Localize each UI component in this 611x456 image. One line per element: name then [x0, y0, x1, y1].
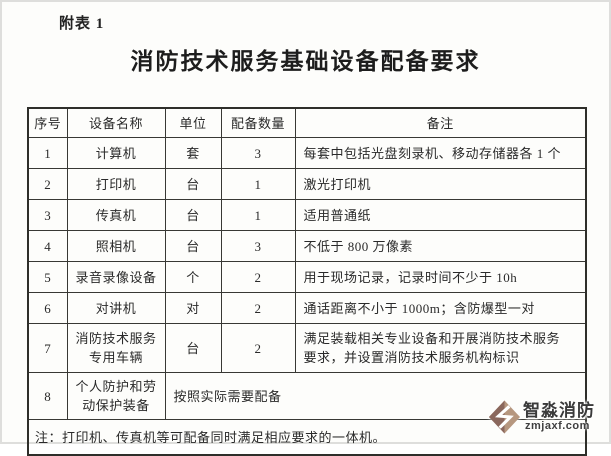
cell-name: 计算机	[66, 137, 166, 169]
cell-no: 6	[27, 292, 68, 324]
cell-unit: 对	[164, 292, 222, 324]
watermark-logo: 智淼消防 zmjaxf.com	[488, 399, 595, 435]
diamond-z-logo-icon	[488, 400, 521, 434]
column-header-qty: 配备数量	[220, 107, 296, 138]
cell-name: 对讲机	[66, 292, 166, 324]
table-row: 4 照相机 台 3 不低于 800 万像素	[27, 230, 587, 262]
scanned-document-page: 附表 1 消防技术服务基础设备配备要求 序号 设备名称 单位 配备数量 备注 1…	[27, 16, 595, 456]
cell-unit: 台	[164, 168, 222, 200]
cell-unit: 个	[164, 261, 222, 293]
table-row: 2 打印机 台 1 激光打印机	[27, 168, 587, 200]
cell-no: 3	[27, 199, 68, 231]
cell-name: 照相机	[66, 230, 166, 262]
table-row: 8 个人防护和劳动保护装备 按照实际需要配备	[27, 372, 587, 420]
equipment-table: 序号 设备名称 单位 配备数量 备注 1 计算机 套 3 每套中包括光盘刻录机、…	[27, 107, 587, 456]
column-header-remark: 备注	[294, 107, 587, 138]
cell-name: 个人防护和劳动保护装备	[66, 372, 166, 420]
cell-remark: 适用普通纸	[294, 199, 587, 231]
cell-remark: 激光打印机	[294, 168, 587, 200]
cell-remark: 不低于 800 万像素	[294, 230, 587, 262]
cell-remark: 满足装载相关专业设备和开展消防技术服务要求，并设置消防技术服务机构标识	[294, 323, 587, 373]
column-header-unit: 单位	[164, 107, 222, 138]
cell-remark: 用于现场记录，记录时间不少于 10h	[294, 261, 587, 293]
cell-qty: 1	[220, 168, 296, 200]
page-title: 消防技术服务基础设备配备要求	[130, 49, 481, 74]
cell-qty: 2	[220, 292, 296, 324]
cell-unit: 台	[164, 230, 222, 262]
watermark-text: 智淼消防 zmjaxf.com	[523, 402, 595, 432]
annex-label: 附表 1	[59, 16, 105, 32]
cell-name: 打印机	[66, 168, 166, 200]
cell-qty: 3	[220, 230, 296, 262]
table-header-row: 序号 设备名称 单位 配备数量 备注	[27, 107, 587, 138]
cell-no: 5	[27, 261, 68, 293]
column-header-name: 设备名称	[66, 107, 166, 138]
cell-name: 传真机	[66, 199, 166, 231]
cell-qty: 2	[220, 323, 296, 373]
table-row: 3 传真机 台 1 适用普通纸	[27, 199, 587, 231]
cell-name: 录音录像设备	[66, 261, 166, 293]
cell-remark: 每套中包括光盘刻录机、移动存储器各 1 个	[294, 137, 587, 169]
cell-merged-remark: 按照实际需要配备	[164, 372, 587, 420]
cell-remark: 通话距离不小于 1000m；含防爆型一对	[294, 292, 587, 324]
cell-unit: 套	[164, 137, 222, 169]
table-row: 5 录音录像设备 个 2 用于现场记录，记录时间不少于 10h	[27, 261, 587, 293]
cell-unit: 台	[164, 323, 222, 373]
cell-qty: 1	[220, 199, 296, 231]
cell-qty: 2	[220, 261, 296, 293]
table-row: 6 对讲机 对 2 通话距离不小于 1000m；含防爆型一对	[27, 292, 587, 324]
column-header-no: 序号	[27, 107, 68, 138]
brand-domain: zmjaxf.com	[525, 420, 590, 432]
cell-qty: 3	[220, 137, 296, 169]
brand-name: 智淼消防	[523, 401, 595, 420]
cell-no: 8	[27, 372, 68, 420]
cell-no: 7	[27, 323, 68, 373]
cell-name: 消防技术服务专用车辆	[66, 323, 166, 373]
cell-no: 1	[27, 137, 68, 169]
table-row: 7 消防技术服务专用车辆 台 2 满足装载相关专业设备和开展消防技术服务要求，并…	[27, 323, 587, 373]
cell-no: 4	[27, 230, 68, 262]
table-row: 1 计算机 套 3 每套中包括光盘刻录机、移动存储器各 1 个	[27, 137, 587, 169]
cell-no: 2	[27, 168, 68, 200]
cell-unit: 台	[164, 199, 222, 231]
